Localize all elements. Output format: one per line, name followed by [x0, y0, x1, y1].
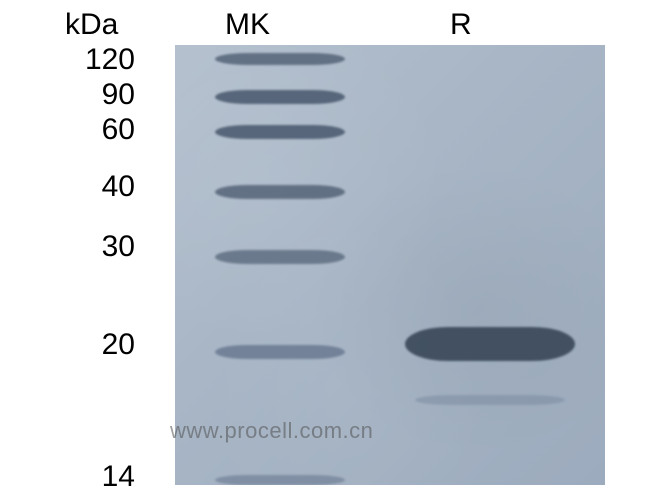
- lane-label-marker: MK: [225, 8, 270, 42]
- marker-band: [215, 125, 345, 139]
- sample-band: [415, 395, 565, 405]
- unit-label: kDa: [65, 8, 118, 42]
- sample-band: [405, 327, 575, 361]
- lane-label-sample: R: [450, 8, 472, 42]
- mw-label: 90: [55, 78, 135, 112]
- marker-band: [215, 185, 345, 199]
- marker-band: [215, 53, 345, 65]
- mw-label: 120: [55, 43, 135, 77]
- mw-label: 14: [55, 460, 135, 494]
- gel-figure: kDa MK R 1209060 40 30 20 14 www.procell.com…: [0, 0, 670, 500]
- mw-label: 20: [55, 328, 135, 362]
- mw-label: 30: [55, 230, 135, 264]
- watermark: www.procell.com.cn: [170, 418, 373, 444]
- marker-band: [215, 250, 345, 264]
- mw-label: 60: [55, 113, 135, 147]
- marker-band: [215, 345, 345, 359]
- marker-band: [215, 90, 345, 104]
- mw-label: 40: [55, 170, 135, 204]
- marker-band: [215, 475, 345, 485]
